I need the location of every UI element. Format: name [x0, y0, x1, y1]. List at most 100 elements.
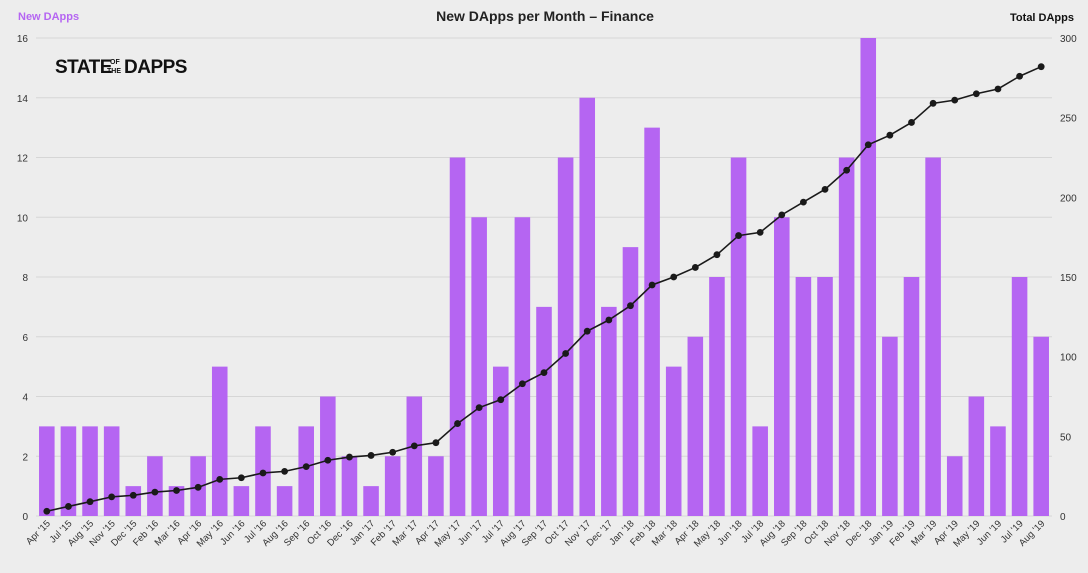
left-y-tick-label: 6 [22, 333, 28, 344]
line-point [108, 493, 116, 501]
line-point [259, 469, 267, 477]
line-point [497, 396, 505, 404]
right-y-tick-label: 100 [1060, 353, 1077, 364]
left-y-tick-label: 2 [22, 452, 28, 463]
line-point [346, 453, 353, 461]
bar [103, 426, 120, 516]
line-point [410, 442, 418, 450]
line-point [800, 198, 807, 206]
bar [1033, 336, 1049, 516]
line-point [691, 264, 699, 271]
bar [557, 157, 574, 516]
line-point [389, 448, 397, 456]
left-y-tick-label: 4 [22, 393, 28, 404]
line-point [994, 85, 1002, 93]
bar [579, 97, 596, 516]
bar [925, 157, 941, 516]
line-point [216, 475, 224, 483]
line-point [86, 498, 94, 506]
bar [428, 456, 444, 516]
bar [320, 396, 336, 516]
left-y-tick-label: 0 [22, 512, 28, 523]
line-point [929, 99, 937, 107]
bar [882, 336, 898, 516]
left-axis-title: New DApps [18, 11, 79, 23]
bar [341, 456, 358, 516]
bar [968, 396, 985, 516]
line-point [1037, 63, 1045, 71]
line-point [972, 90, 980, 98]
line-point [432, 439, 440, 447]
line-point [475, 404, 483, 412]
bar [298, 426, 314, 516]
right-y-tick-label: 250 [1060, 114, 1077, 125]
left-y-tick-label: 8 [22, 273, 28, 284]
right-y-tick-label: 200 [1060, 193, 1077, 204]
line-point [627, 302, 634, 310]
left-y-axis: 0 2 4 6 8 10 12 14 16 [17, 34, 29, 523]
bar [709, 277, 725, 516]
line-point [778, 211, 786, 219]
bar [687, 336, 704, 516]
line-point [562, 350, 570, 357]
bar [644, 127, 660, 516]
bar [168, 486, 185, 516]
bar [860, 38, 877, 516]
bar [730, 157, 747, 516]
bar [752, 426, 768, 516]
line-point [65, 503, 72, 510]
bar [39, 426, 55, 516]
line-point [129, 491, 137, 499]
line-point [605, 316, 613, 324]
bar [276, 486, 293, 516]
line-point [237, 474, 245, 482]
line-series [43, 63, 1045, 515]
bar [233, 486, 250, 516]
left-y-tick-label: 10 [17, 213, 29, 224]
line-point [886, 131, 894, 139]
bar [946, 456, 963, 516]
line-point [173, 487, 180, 494]
bar [60, 426, 77, 516]
right-y-tick-label: 150 [1060, 273, 1077, 284]
line-point [194, 483, 202, 491]
chart-title: New DApps per Month – Finance [436, 8, 654, 24]
line-point [756, 228, 764, 236]
right-y-tick-label: 300 [1060, 34, 1077, 45]
line-point [951, 96, 959, 104]
left-y-tick-label: 16 [17, 34, 29, 45]
line-point [735, 232, 742, 239]
bar [665, 366, 682, 516]
bar [471, 217, 487, 516]
bar [990, 426, 1006, 516]
bar [449, 157, 466, 516]
logo-text: STATE [55, 57, 112, 78]
line-point [302, 463, 310, 471]
bar [82, 426, 98, 516]
bar [1011, 277, 1028, 516]
line-point [864, 141, 872, 149]
line-point [454, 420, 461, 427]
bar [406, 396, 423, 516]
right-y-axis: 0 50 100 150 200 250 300 [1060, 34, 1077, 523]
logo-text-of: OF [110, 59, 120, 66]
bar [384, 456, 401, 516]
line-point [281, 467, 288, 475]
line-point [713, 251, 721, 259]
bar [514, 217, 531, 516]
line-point [821, 185, 829, 193]
bar [817, 277, 833, 516]
bar [492, 366, 509, 516]
bar [795, 277, 812, 516]
line-point [540, 369, 548, 376]
bar [903, 277, 920, 516]
bar [601, 306, 617, 516]
right-y-tick-label: 50 [1060, 432, 1072, 443]
line-point [518, 380, 526, 388]
bar [147, 456, 163, 516]
bar [838, 157, 855, 516]
bar [622, 247, 639, 516]
bar [363, 486, 379, 516]
line-point [583, 327, 591, 335]
line-point [1016, 72, 1023, 80]
